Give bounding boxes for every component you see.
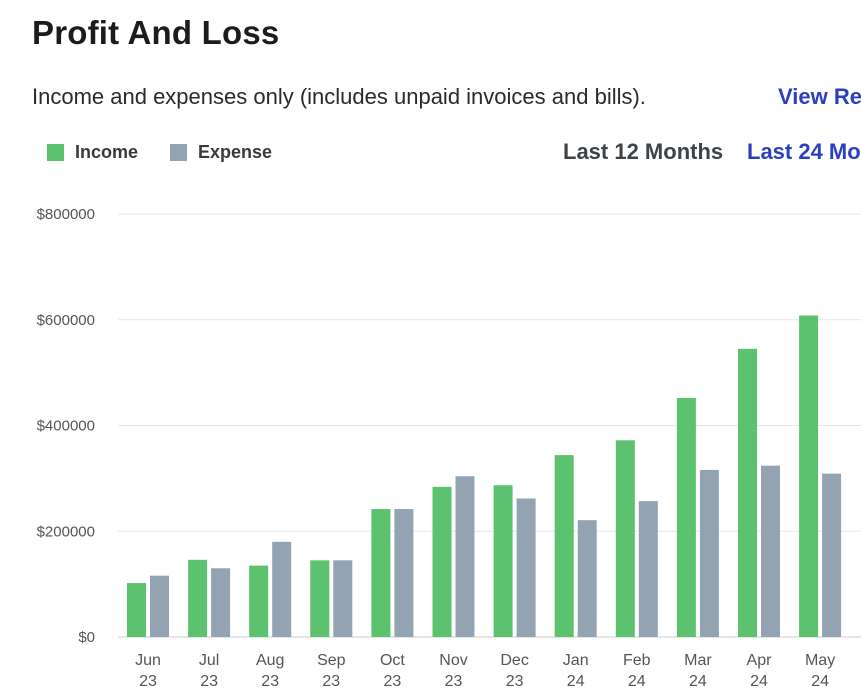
x-tick-label-year: 23 — [200, 673, 218, 690]
expense-bar — [455, 476, 475, 637]
income-bar — [738, 348, 757, 637]
chart-legend: Income Expense — [47, 142, 304, 163]
expense-bar — [394, 509, 414, 637]
x-tick-label-year: 24 — [567, 673, 585, 690]
expense-bar — [211, 568, 231, 637]
income-bar — [799, 315, 819, 637]
x-tick-label-year: 23 — [384, 673, 402, 690]
expense-bar — [272, 541, 292, 637]
x-tick-label-month: Mar — [684, 652, 712, 669]
x-tick-label-year: 23 — [445, 673, 463, 690]
income-bar — [554, 455, 574, 637]
expense-bar — [333, 560, 353, 637]
x-tick-label-year: 24 — [689, 673, 707, 690]
y-tick-label: $400000 — [37, 418, 95, 435]
page-subtitle: Income and expenses only (includes unpai… — [32, 84, 646, 109]
x-tick-label-year: 23 — [139, 673, 157, 690]
x-tick-label-month: Nov — [439, 652, 467, 669]
x-tick-label-year: 23 — [322, 673, 340, 690]
range-last-24-months[interactable]: Last 24 Mo — [747, 139, 861, 164]
income-bar — [432, 486, 452, 637]
x-tick-label-month: Apr — [747, 652, 773, 669]
x-tick-label-year: 23 — [506, 673, 524, 690]
x-tick-label-month: Feb — [623, 652, 651, 669]
legend-item-expense[interactable]: Expense — [170, 142, 272, 163]
income-bar — [371, 509, 391, 637]
y-tick-label: $600000 — [37, 312, 95, 329]
x-tick-label-year: 24 — [628, 673, 646, 690]
x-tick-label-month: Oct — [380, 652, 405, 669]
expense-swatch — [170, 144, 188, 161]
view-report-link[interactable]: View Re — [778, 84, 861, 109]
x-tick-label-month: May — [805, 652, 835, 669]
expense-bar — [577, 520, 597, 637]
legend-label-expense: Expense — [198, 142, 273, 162]
range-last-12-months[interactable]: Last 12 Months — [563, 139, 724, 164]
expense-bar — [150, 575, 169, 637]
x-tick-label-year: 24 — [811, 673, 829, 690]
income-bar — [249, 565, 269, 637]
x-tick-label-month: Dec — [500, 652, 528, 669]
income-bar — [615, 440, 635, 637]
expense-bar — [516, 498, 536, 637]
x-tick-label-month: Jan — [563, 652, 589, 669]
x-tick-label-month: Aug — [256, 652, 284, 669]
income-bar — [127, 583, 146, 637]
y-tick-label: $800000 — [37, 206, 95, 223]
x-tick-label-month: Jun — [135, 652, 161, 669]
expense-bar — [699, 469, 719, 637]
expense-bar — [822, 473, 842, 637]
y-tick-label: $200000 — [37, 523, 95, 540]
x-tick-label-year: 24 — [750, 673, 768, 690]
income-bar — [493, 485, 513, 637]
income-swatch — [47, 144, 64, 161]
x-tick-label-year: 23 — [261, 673, 279, 690]
income-bar — [310, 560, 330, 637]
x-tick-label-month: Sep — [317, 652, 346, 669]
income-bar — [676, 398, 696, 637]
income-bar — [188, 559, 208, 637]
expense-bar — [761, 465, 780, 637]
legend-label-income: Income — [75, 142, 139, 162]
y-tick-label: $0 — [78, 629, 95, 646]
expense-bar — [638, 501, 658, 637]
x-tick-label-month: Jul — [199, 652, 219, 669]
page-title: Profit And Loss — [32, 14, 280, 51]
legend-item-income[interactable]: Income — [47, 142, 138, 163]
